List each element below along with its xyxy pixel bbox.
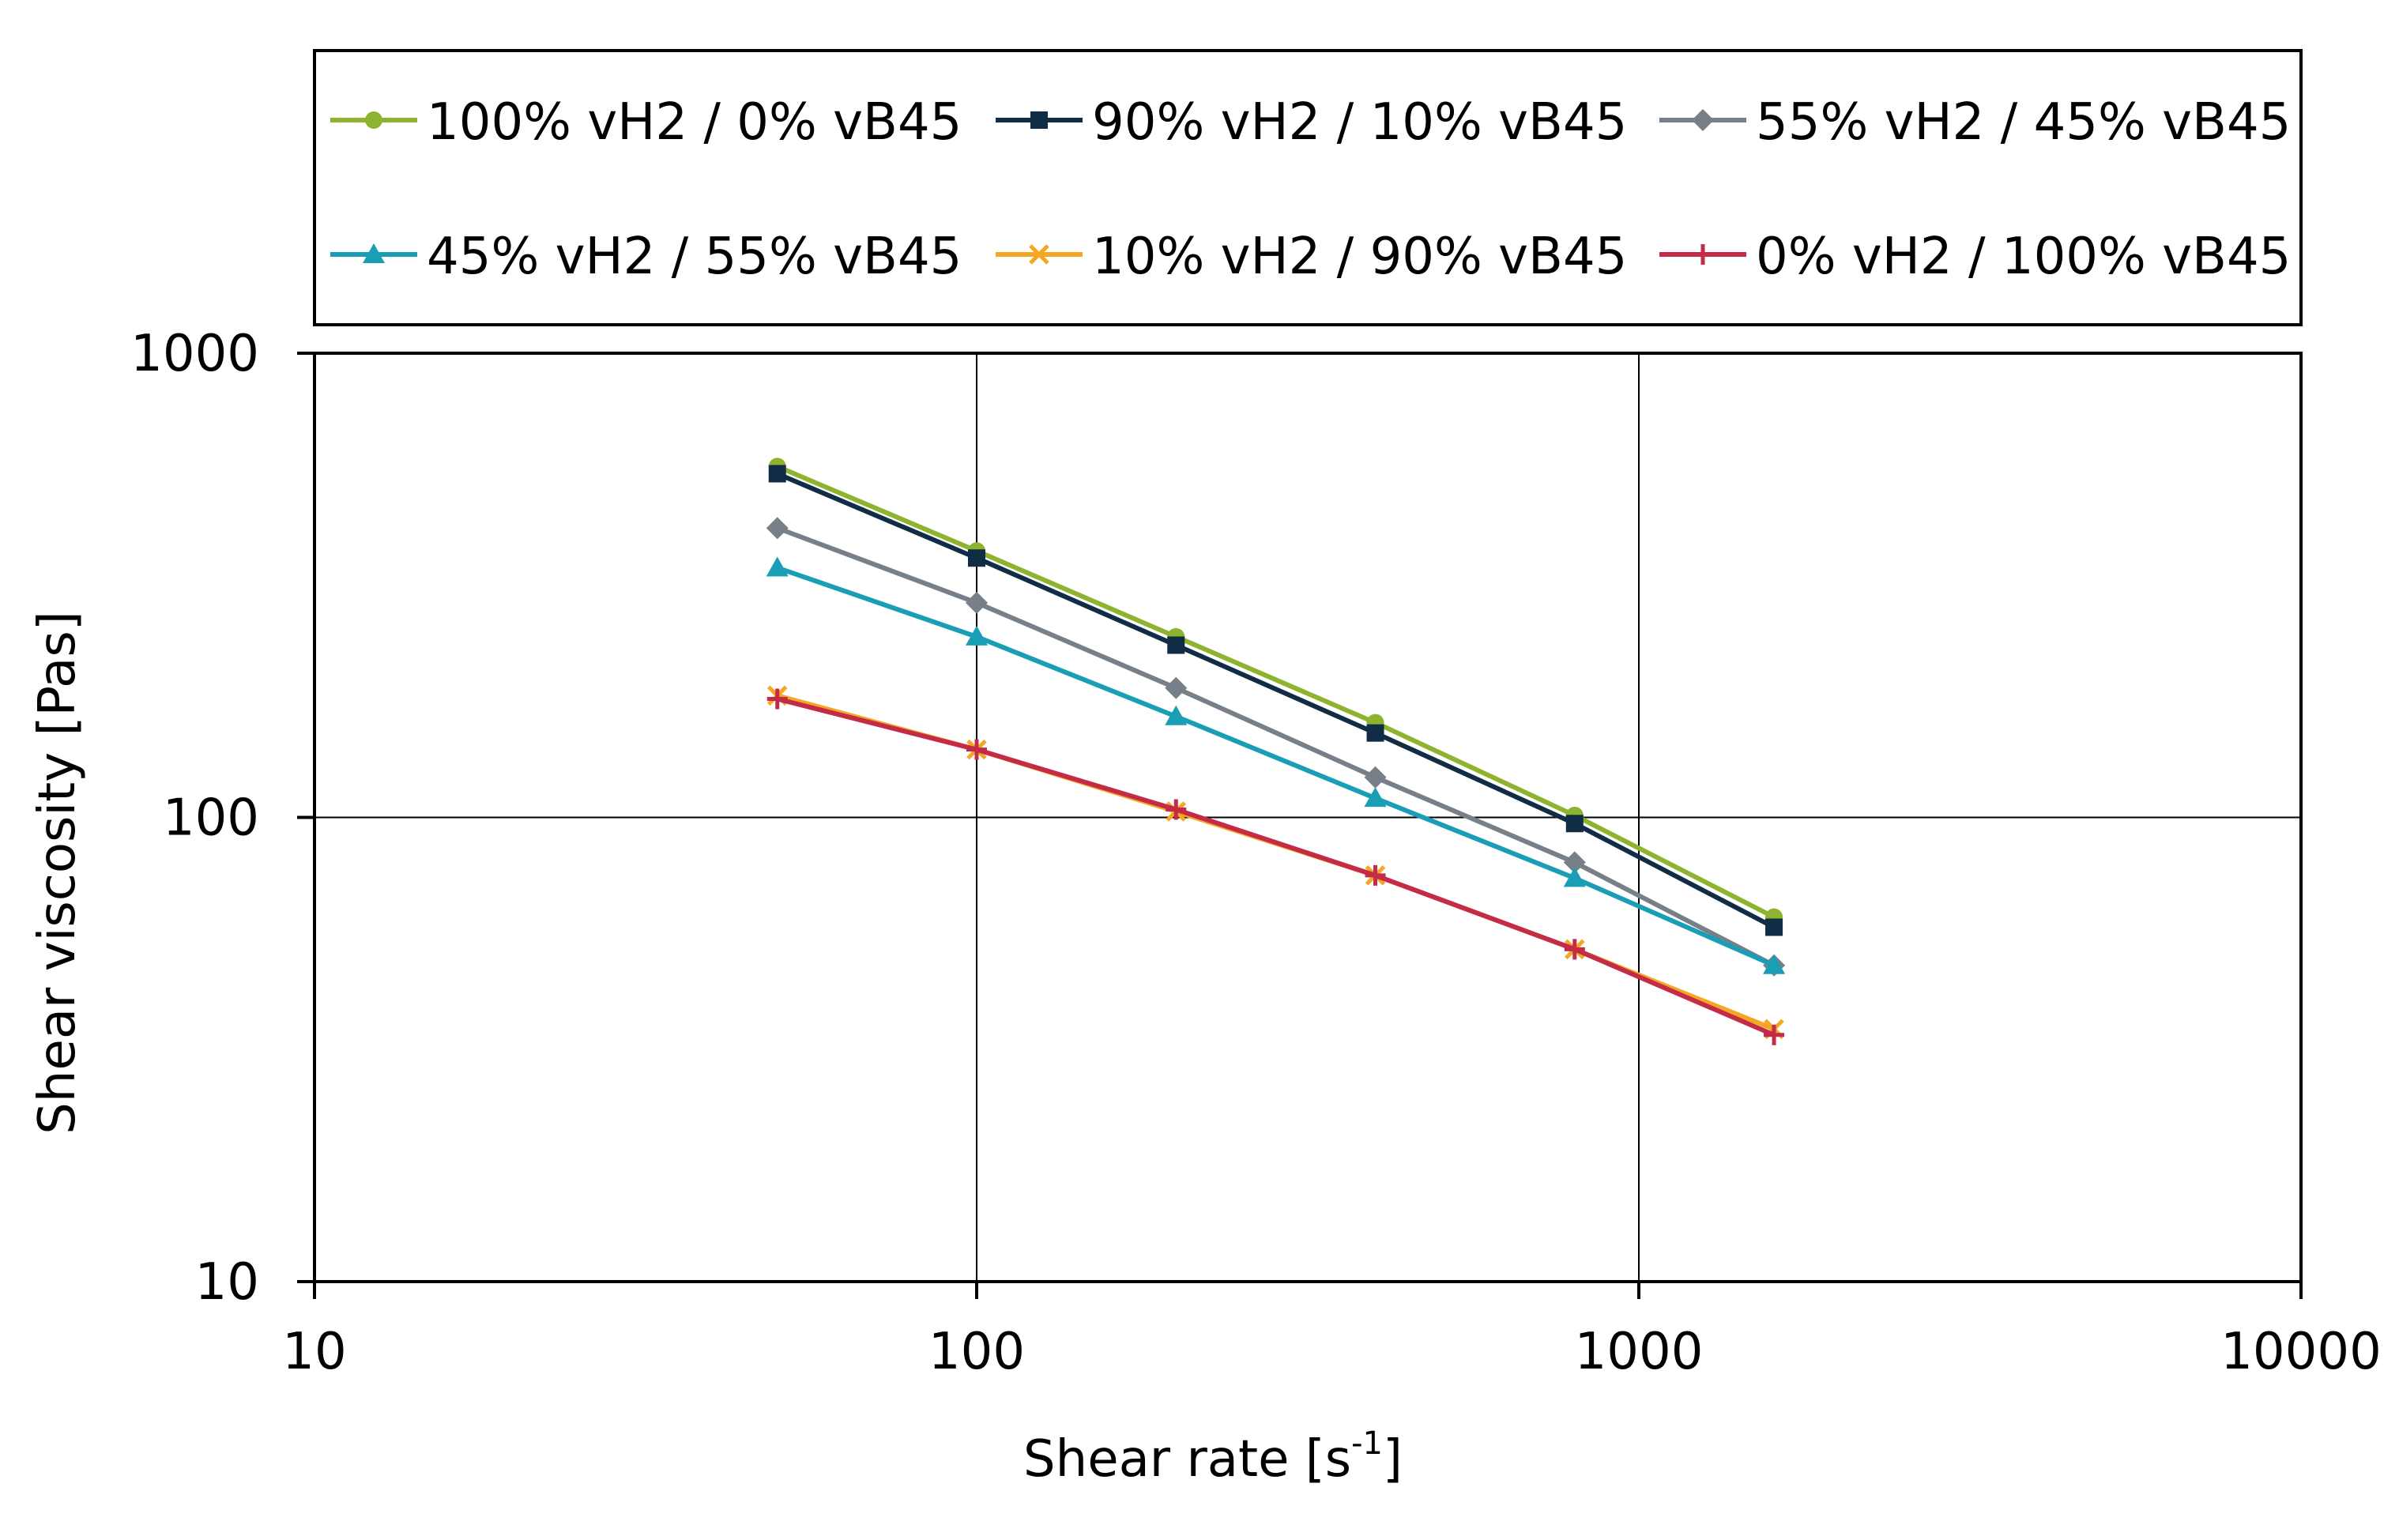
- y-tick-label: 100: [163, 789, 259, 848]
- series-3: [766, 517, 1786, 977]
- legend-label: 100% vH2 / 0% vB45: [427, 93, 962, 152]
- legend-item: 55% vH2 / 45% vB45: [1659, 93, 2291, 152]
- data-point: [966, 591, 988, 614]
- legend-item: 100% vH2 / 0% vB45: [330, 93, 962, 152]
- plot-area: 10 100 1000 10000 10 100 1000: [130, 325, 2382, 1381]
- series-line: [776, 696, 1776, 1037]
- series-2: [768, 465, 1783, 936]
- legend-label: 55% vH2 / 45% vB45: [1756, 93, 2291, 152]
- data-point: [1166, 799, 1187, 820]
- data-point: [1765, 918, 1783, 936]
- legend-item: 90% vH2 / 10% vB45: [996, 93, 1627, 152]
- x-tick-label: 10: [282, 1323, 346, 1381]
- data-point: [1167, 636, 1185, 654]
- grid-lines: [314, 352, 2302, 1282]
- legend-marker: [363, 243, 385, 263]
- x-axis-ticks: 10 100 1000 10000: [282, 1282, 2382, 1381]
- x-tick-label: 100: [928, 1323, 1025, 1381]
- legend-marker: [365, 111, 382, 129]
- legend-item: 10% vH2 / 90% vB45: [996, 228, 1627, 286]
- legend-label: 45% vH2 / 55% vB45: [427, 228, 962, 286]
- data-point: [766, 556, 789, 577]
- data-point: [966, 739, 987, 760]
- legend-marker: [1030, 111, 1048, 129]
- y-tick-label: 10: [195, 1253, 259, 1312]
- y-axis-title: Shear viscosity [Pas]: [28, 611, 87, 1134]
- x-axis-title: Shear rate [s-1]: [1023, 1425, 1403, 1489]
- series-line: [776, 464, 1776, 920]
- data-point: [966, 625, 988, 646]
- data-point: [1763, 954, 1786, 974]
- data-point: [1365, 864, 1386, 886]
- series-4: [766, 556, 1786, 974]
- x-axis-title-sup: -1: [1351, 1425, 1383, 1462]
- data-point: [1563, 867, 1586, 887]
- series-6: [766, 688, 1785, 1045]
- series-line: [776, 693, 1776, 1032]
- data-point: [766, 688, 788, 710]
- y-tick-label: 1000: [130, 325, 259, 383]
- data-point: [768, 465, 786, 483]
- data-point: [1563, 851, 1586, 874]
- data-point: [1366, 724, 1384, 742]
- data-point: [1364, 766, 1387, 789]
- series-5: [766, 685, 1784, 1040]
- series-line: [776, 471, 1776, 930]
- data-point: [1564, 939, 1585, 960]
- legend-item: 45% vH2 / 55% vB45: [330, 228, 962, 286]
- x-tick-label: 10000: [2220, 1323, 2382, 1381]
- legend-label: 10% vH2 / 90% vB45: [1092, 228, 1627, 286]
- legend-label: 0% vH2 / 100% vB45: [1756, 228, 2291, 286]
- y-axis-ticks: 10 100 1000: [130, 325, 314, 1312]
- data-point: [1165, 705, 1188, 725]
- series-1: [768, 457, 1783, 926]
- legend-item: 0% vH2 / 100% vB45: [1659, 228, 2291, 286]
- x-axis-title-main: Shear rate [s: [1023, 1430, 1351, 1489]
- data-point: [1764, 1024, 1785, 1045]
- data-point: [1364, 787, 1387, 808]
- legend: 100% vH2 / 0% vB45 90% vH2 / 10% vB45 55% …: [313, 49, 2303, 326]
- legend-marker: [1693, 244, 1713, 265]
- series-group: [766, 457, 1786, 1045]
- series-line: [776, 525, 1776, 968]
- legend-marker: [1692, 109, 1714, 131]
- data-point: [1565, 815, 1584, 833]
- legend-label: 90% vH2 / 10% vB45: [1092, 93, 1627, 152]
- series-line: [776, 565, 1776, 968]
- legend-marker: [1029, 244, 1049, 265]
- x-axis-title-suffix: ]: [1383, 1430, 1403, 1489]
- data-point: [968, 549, 985, 567]
- data-point: [766, 517, 789, 540]
- x-tick-label: 1000: [1575, 1323, 1704, 1381]
- data-point: [1165, 676, 1188, 699]
- legend-box: [313, 49, 2303, 326]
